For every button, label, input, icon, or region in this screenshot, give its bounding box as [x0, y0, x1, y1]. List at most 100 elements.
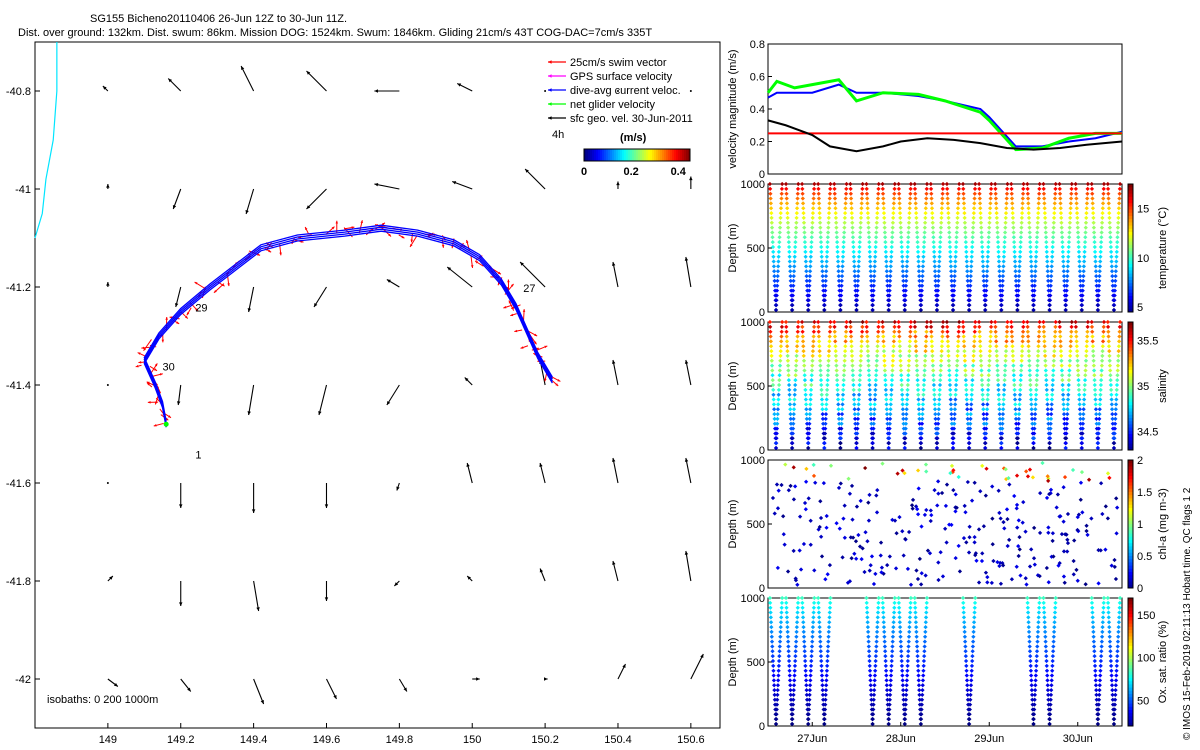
salinity-panel-sample	[901, 421, 906, 426]
temperature-panel-sample	[851, 244, 856, 250]
chl-panel-sample	[984, 466, 989, 471]
chl-panel-sample	[1113, 576, 1119, 582]
oxygen-panel-sample	[810, 624, 816, 630]
colorbar-cell	[666, 149, 669, 161]
oxygen-panel-sample	[783, 595, 789, 601]
chl-panel-sample	[908, 582, 914, 587]
salinity-panel-sample	[891, 339, 896, 344]
salinity-panel-sample	[1001, 392, 1007, 397]
temperature-panel-sample	[807, 288, 812, 293]
salinity-panel-sample	[801, 358, 807, 363]
chl-panel-sample	[863, 465, 868, 471]
chl-panel-sample	[852, 551, 857, 556]
chl-panel-sample	[772, 511, 777, 516]
temperature-panel-sample	[881, 210, 887, 216]
oxygen-panel-sample	[1112, 712, 1117, 717]
salinity-panel-sample	[1117, 319, 1123, 325]
salinity-panel-sample	[996, 382, 1001, 388]
salinity-panel-sample	[849, 348, 854, 354]
temperature-panel-sample	[800, 201, 806, 206]
temperature-panel-sample	[834, 240, 840, 245]
temperature-panel-sample	[1028, 249, 1033, 254]
temperature-panel-colorbar-cell	[1128, 235, 1133, 239]
colorbar-cell	[688, 149, 691, 161]
chl-panel-sample	[924, 469, 929, 474]
salinity-panel-sample	[777, 373, 782, 378]
temperature-panel-sample	[1019, 225, 1024, 230]
geo-velocity-vector	[306, 188, 327, 210]
oxygen-panel-sample	[897, 620, 902, 625]
temperature-panel-sample	[1109, 254, 1114, 259]
salinity-panel-sample	[949, 411, 954, 417]
oxygen-panel-sample	[1113, 687, 1118, 693]
temperature-panel-sample	[786, 235, 791, 240]
chl-panel-colorbar-cell	[1128, 562, 1133, 567]
oxygen-panel-sample	[791, 683, 797, 688]
salinity-panel-sample	[791, 416, 796, 422]
chl-panel-colorbar-cell	[1128, 559, 1133, 563]
salinity-panel-sample	[968, 421, 973, 426]
salinity-panel-sample	[1032, 416, 1038, 422]
chl-panel-sample	[848, 535, 853, 540]
salinity-panel-sample	[1109, 387, 1114, 392]
oxygen-panel-sample	[1028, 663, 1033, 668]
temperature-panel-sample	[827, 196, 832, 201]
salinity-panel-sample	[1060, 387, 1065, 392]
salinity-panel-sample	[834, 358, 839, 363]
temperature-panel-sample	[790, 298, 795, 303]
salinity-panel-sample	[887, 431, 892, 436]
salinity-panel-sample	[1033, 407, 1038, 412]
oxygen-panel-sample	[801, 634, 807, 639]
temperature-panel-sample	[1004, 206, 1009, 211]
oxygen-panel-sample	[1030, 697, 1035, 702]
salinity-panel-sample	[981, 407, 986, 412]
temperature-panel-sample	[875, 201, 880, 206]
salinity-panel-sample	[1073, 319, 1078, 325]
oxygen-panel-colorbar-cell	[1128, 623, 1133, 628]
oxygen-panel-sample	[795, 600, 801, 605]
salinity-panel-sample	[864, 319, 869, 325]
oxygen-panel-sample	[811, 605, 816, 610]
oxygen-panel-sample	[1097, 678, 1103, 683]
temperature-panel-sample	[981, 283, 987, 288]
colorbar-cell	[642, 149, 645, 161]
temperature-panel-sample	[1080, 293, 1085, 298]
salinity-panel-sample	[988, 334, 993, 339]
geo-velocity-vector	[524, 168, 546, 190]
temperature-panel-sample	[780, 181, 785, 187]
geo-velocity-vector-head	[106, 282, 110, 286]
temperature-panel-sample	[1050, 235, 1056, 240]
temperature-panel-colorbar-cell	[1128, 232, 1133, 236]
oxygen-panel-sample	[800, 615, 806, 620]
temperature-panel-sample	[1085, 191, 1090, 196]
oxygen-panel-colorbar-cell	[1128, 610, 1133, 615]
temperature-panel-colorbar-frame	[1127, 183, 1134, 313]
temperature-panel-sample	[937, 254, 942, 259]
temperature-panel-sample	[930, 215, 935, 221]
swim-vector-head	[410, 239, 414, 243]
salinity-panel-sample	[970, 382, 975, 388]
salinity-panel-sample	[1019, 363, 1024, 368]
temperature-panel-sample	[1010, 201, 1015, 206]
salinity-panel-sample	[875, 334, 881, 339]
chl-panel-sample	[857, 544, 863, 549]
salinity-panel-sample	[886, 441, 892, 446]
chl-panel-sample	[972, 480, 977, 485]
salinity-panel-sample	[867, 392, 873, 397]
salinity-panel-sample	[860, 324, 865, 329]
oxygen-panel-sample	[1050, 658, 1055, 664]
salinity-panel-sample	[1014, 421, 1019, 426]
temperature-panel-sample	[946, 225, 952, 230]
temperature-panel-sample	[852, 259, 857, 264]
temperature-panel-sample	[971, 215, 976, 221]
oxygen-panel-sample	[806, 707, 812, 712]
geo-velocity-vector-head	[520, 262, 524, 266]
oxygen-panel-sample	[1034, 649, 1040, 654]
chl-panel-sample	[874, 510, 880, 515]
salinity-panel-sample	[1026, 353, 1032, 359]
oxygen-panel-sample	[960, 595, 966, 601]
temperature-panel-sample	[1101, 196, 1106, 201]
salinity-panel-sample	[1114, 387, 1119, 392]
chl-panel-sample	[964, 540, 969, 545]
oxygen-panel-sample	[1109, 678, 1114, 683]
